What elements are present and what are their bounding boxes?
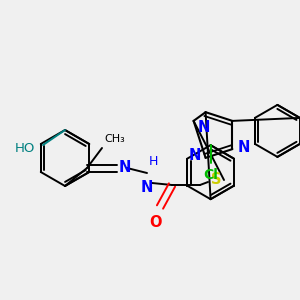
Text: HO: HO: [15, 142, 35, 154]
Text: S: S: [211, 172, 221, 188]
Text: N: N: [119, 160, 131, 175]
Text: CH₃: CH₃: [104, 134, 125, 144]
Text: N: N: [197, 120, 210, 135]
Text: O: O: [150, 215, 162, 230]
Text: N: N: [237, 140, 250, 154]
Text: N: N: [141, 180, 153, 195]
Text: Cl: Cl: [203, 168, 218, 182]
Text: H: H: [149, 155, 158, 168]
Text: N: N: [188, 148, 201, 163]
